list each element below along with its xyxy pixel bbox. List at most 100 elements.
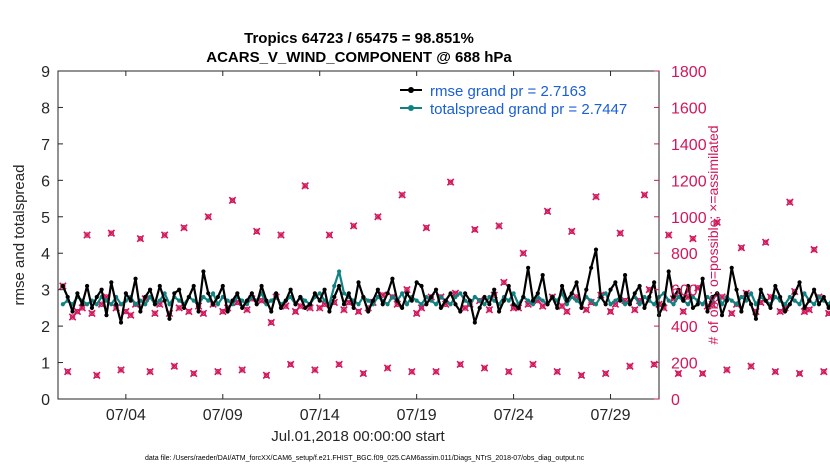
obs-marker-stroke xyxy=(674,369,683,378)
obs-marker-stroke xyxy=(631,305,639,314)
obs-point xyxy=(175,304,183,312)
rmse-point xyxy=(157,283,162,289)
totalspread-point xyxy=(685,302,691,307)
obs-point xyxy=(422,223,431,232)
rmse-point xyxy=(162,298,167,303)
obs-marker-stroke xyxy=(403,285,411,294)
obs-marker-stroke xyxy=(238,366,246,374)
rmse-point xyxy=(506,283,511,289)
obs-marker-stroke xyxy=(694,284,702,292)
rmse-point xyxy=(327,309,332,314)
obs-marker-ring xyxy=(811,246,817,253)
rmse-point xyxy=(647,294,652,300)
obs-marker-stroke xyxy=(335,360,343,369)
obs-marker-stroke xyxy=(485,305,494,314)
obs-marker-ring xyxy=(355,308,362,315)
rmse-point xyxy=(201,269,206,274)
obs-marker-ring xyxy=(254,228,260,235)
obs-marker-ring xyxy=(578,372,585,379)
obs-marker-ring xyxy=(569,228,575,235)
obs-marker-stroke xyxy=(122,307,130,316)
obs-point xyxy=(408,367,416,376)
obs-marker-ring xyxy=(152,310,158,317)
rmse-point xyxy=(681,298,686,303)
data-file-footer: data file: /Users/raeder/DAI/ATM_forcXX/… xyxy=(145,455,585,462)
right-tick-label: 800 xyxy=(671,246,698,263)
rmse-point xyxy=(429,294,434,300)
obs-point xyxy=(664,231,673,239)
rmse-point xyxy=(104,313,109,318)
obs-marker-stroke xyxy=(737,243,746,252)
totalspread-point xyxy=(191,298,196,303)
obs-marker-stroke xyxy=(383,364,392,372)
rmse-point xyxy=(559,283,565,289)
obs-marker-ring xyxy=(89,310,95,317)
rmse-point xyxy=(186,294,191,300)
rmse-point xyxy=(802,305,807,310)
obs-point xyxy=(301,182,309,190)
obs-point xyxy=(325,231,334,239)
plot-area-frame xyxy=(57,70,660,400)
obs-marker-stroke xyxy=(146,367,154,376)
rmse-point xyxy=(307,302,313,307)
x-tick-label: 07/29 xyxy=(591,407,631,424)
totalspread-point xyxy=(109,302,114,307)
obs-point xyxy=(563,307,571,316)
totalspread-point xyxy=(700,302,705,307)
rmse-point xyxy=(598,294,603,300)
obs-marker-stroke xyxy=(175,304,183,312)
obs-point xyxy=(126,311,135,319)
totalspread-point xyxy=(811,302,817,307)
rmse-point xyxy=(715,291,720,296)
obs-marker-ring xyxy=(399,192,405,198)
left-tick-label: 5 xyxy=(41,210,50,227)
obs-marker-ring xyxy=(796,370,803,377)
obs-marker-ring xyxy=(539,303,546,309)
obs-point xyxy=(228,196,237,205)
rmse-point xyxy=(167,316,172,321)
obs-point xyxy=(737,243,746,252)
rmse-point xyxy=(123,291,128,296)
totalspread-point xyxy=(385,302,390,307)
rmse-point xyxy=(84,283,90,289)
totalspread-point xyxy=(167,302,172,307)
rmse-point xyxy=(181,305,187,310)
obs-marker-ring xyxy=(680,308,686,315)
obs-marker-stroke xyxy=(592,192,600,201)
rmse-point xyxy=(540,272,545,278)
totalspread-point xyxy=(60,302,65,307)
obs-marker-ring xyxy=(132,301,139,307)
obs-marker-ring xyxy=(617,230,623,236)
totalspread-point xyxy=(332,283,337,289)
rmse-point xyxy=(511,302,516,307)
obs-marker-ring xyxy=(772,368,779,375)
obs-marker-ring xyxy=(530,361,536,368)
rmse-point xyxy=(545,302,550,307)
obs-point xyxy=(761,238,770,247)
obs-marker-ring xyxy=(375,214,381,220)
totalspread-point xyxy=(201,294,206,300)
obs-marker-ring xyxy=(486,307,493,313)
rmse-point xyxy=(89,305,95,310)
legend-rmse-label: rmse grand pr = 2.7163 xyxy=(430,83,586,100)
obs-marker-ring xyxy=(297,303,304,309)
obs-marker-ring xyxy=(559,303,565,309)
rmse-point xyxy=(114,302,119,307)
totalspread-point xyxy=(433,302,439,307)
left-tick-label: 3 xyxy=(41,283,50,300)
obs-marker-ring xyxy=(413,310,420,317)
right-tick-label: 0 xyxy=(671,392,680,409)
obs-marker-stroke xyxy=(359,369,368,378)
rmse-point xyxy=(724,298,729,303)
right-tick-label: 600 xyxy=(671,283,698,300)
obs-marker-ring xyxy=(191,370,197,377)
rmse-point xyxy=(472,320,477,325)
obs-marker-stroke xyxy=(800,307,809,316)
obs-marker-ring xyxy=(627,363,633,369)
obs-point xyxy=(146,367,154,376)
totalspread-point xyxy=(690,294,696,300)
obs-marker-stroke xyxy=(771,367,780,376)
rmse-point xyxy=(584,287,589,292)
obs-point xyxy=(238,366,246,374)
rmse-point xyxy=(661,302,666,307)
